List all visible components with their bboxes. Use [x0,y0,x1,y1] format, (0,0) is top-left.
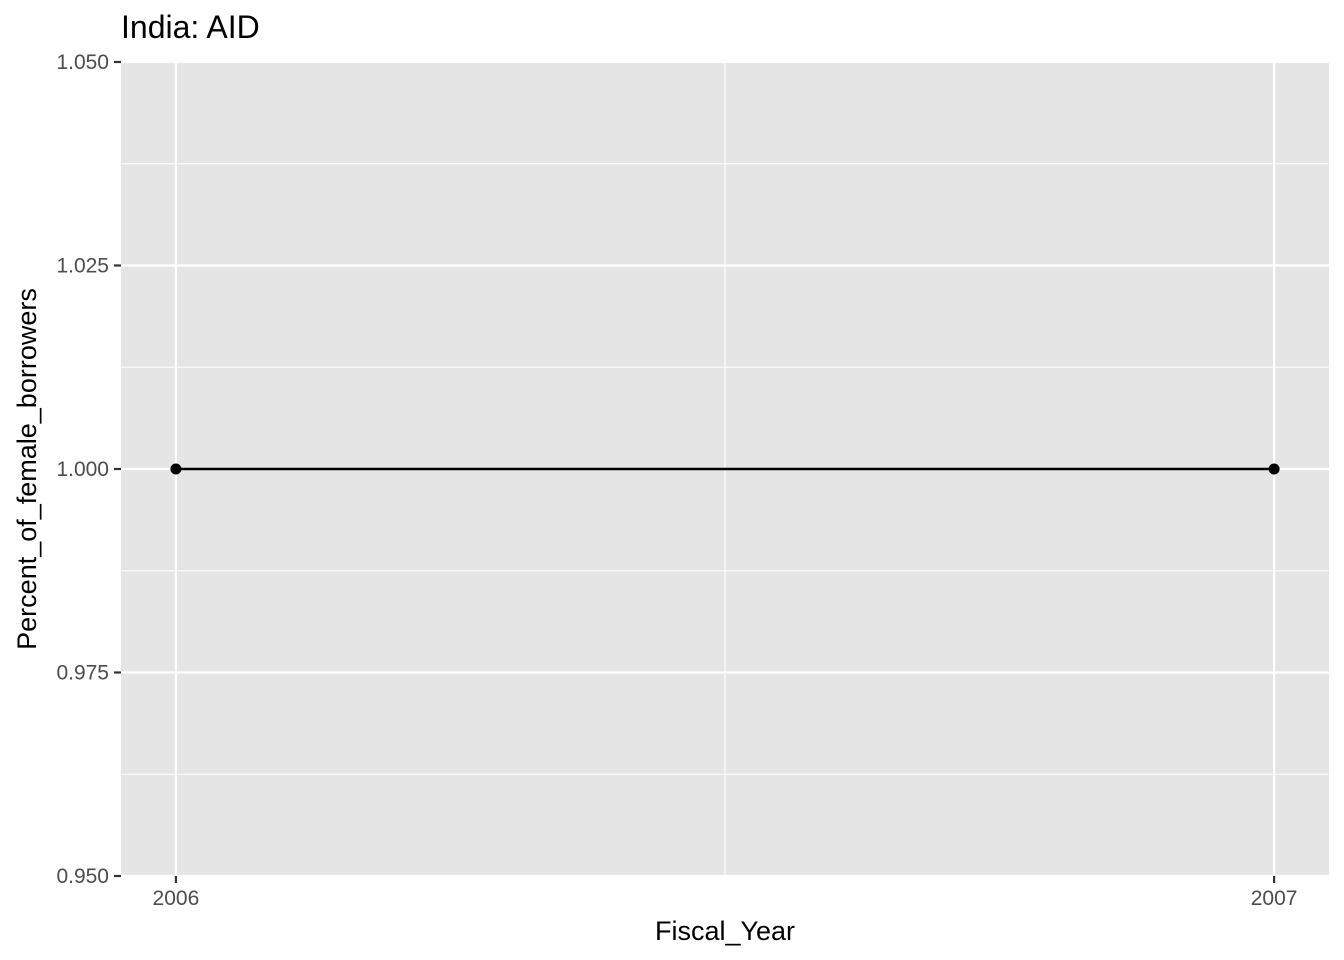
x-axis-title: Fiscal_Year [655,916,795,946]
y-axis-title: Percent_of_female_borrowers [12,288,42,650]
x-tick-label: 2006 [153,887,200,910]
y-tick-label: 0.950 [56,865,109,888]
series-group [170,463,1280,475]
y-tick-label: 1.000 [56,458,109,481]
data-point [170,463,182,475]
y-tick-label: 0.975 [56,662,109,685]
y-tick-label: 1.025 [56,255,109,278]
y-tick-label: 1.050 [56,51,109,74]
y-axis: 0.950 0.975 1.000 1.025 1.050 [56,51,121,888]
x-axis: 2006 2007 [153,876,1298,910]
x-tick-label: 2007 [1251,887,1298,910]
grid-minor [121,62,1329,876]
chart-title: India: AID [121,9,260,45]
data-point [1268,463,1280,475]
